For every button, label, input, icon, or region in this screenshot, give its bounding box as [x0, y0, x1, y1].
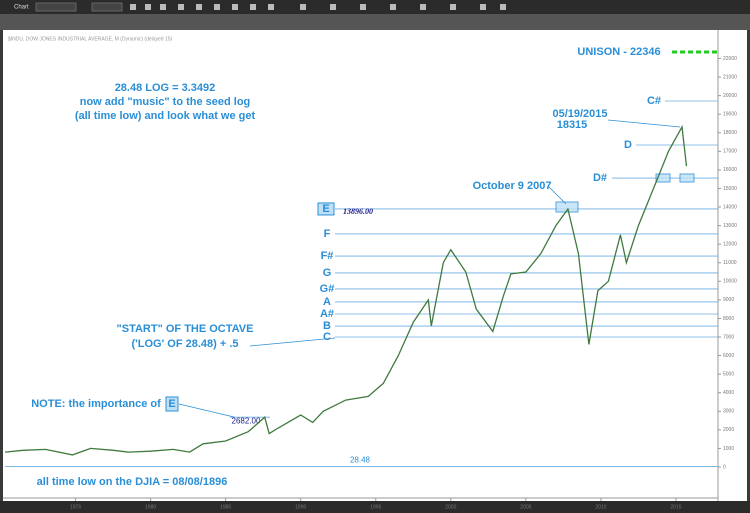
chart-header: $INDU, DOW JONES INDUSTRIAL AVERAGE, M (… — [8, 36, 173, 42]
y-tick-label: 10000 — [723, 279, 737, 285]
label-box — [317, 202, 335, 216]
x-tick-label: 1980 — [145, 504, 156, 510]
level-label: A# — [320, 308, 334, 320]
y-tick-label: 6000 — [723, 353, 734, 359]
plot-background — [3, 30, 747, 501]
annotation: 05/19/2015 — [552, 108, 607, 120]
annotation: E — [168, 398, 175, 410]
price-line — [4, 124, 688, 456]
x-tick-label: 2010 — [595, 504, 606, 510]
level-label: G# — [320, 283, 335, 295]
y-tick-label: 17000 — [723, 149, 737, 155]
toolbar-icons[interactable] — [130, 4, 506, 10]
level-label: C — [323, 331, 331, 343]
y-tick-label: 15000 — [723, 186, 737, 192]
y-tick-label: 22000 — [723, 56, 737, 62]
y-tick-label: 1000 — [723, 446, 734, 452]
interval-box[interactable] — [91, 2, 123, 12]
highlight — [555, 201, 579, 213]
annotation: 18315 — [557, 119, 588, 131]
y-tick-label: 7000 — [723, 334, 734, 340]
level-label: D# — [593, 172, 607, 184]
x-tick-label: 1995 — [370, 504, 381, 510]
y-tick-label: 19000 — [723, 112, 737, 118]
y-tick-label: 8000 — [723, 316, 734, 322]
y-tick-label: 9000 — [723, 297, 734, 303]
y-tick-label: 12000 — [723, 241, 737, 247]
y-tick-label: 16000 — [723, 167, 737, 173]
annotation: ('LOG' OF 28.48) + .5 — [131, 338, 238, 350]
annotation: all time low on the DJIA = 08/08/1896 — [37, 476, 228, 488]
annotation: 28.48 LOG = 3.3492 — [115, 82, 216, 94]
window-title: Chart — [14, 5, 29, 11]
level-label: F — [324, 228, 331, 240]
level-label: E — [322, 203, 329, 215]
y-tick-label: 4000 — [723, 390, 734, 396]
level-label: C# — [647, 95, 661, 107]
annotation: "START" OF THE OCTAVE — [117, 323, 254, 335]
level-label: G — [323, 267, 332, 279]
annotation: now add "music" to the seed log — [80, 96, 251, 108]
level-label: B — [323, 320, 331, 332]
x-tick-label: 2000 — [445, 504, 456, 510]
annotation: (all time low) and look what we get — [75, 110, 256, 122]
unison-label: UNISON - 22346 — [577, 46, 660, 58]
y-tick-label: 3000 — [723, 409, 734, 415]
level-label: F# — [321, 250, 334, 262]
pointer-line — [607, 119, 681, 128]
y-tick-label: 5000 — [723, 371, 734, 377]
status-bar — [0, 501, 750, 513]
y-tick-label: 18000 — [723, 130, 737, 136]
x-tick-label: 1975 — [70, 504, 81, 510]
y-tick-label: 14000 — [723, 204, 737, 210]
level-value-label: 2682.00 — [232, 416, 261, 425]
y-tick-label: 13000 — [723, 223, 737, 229]
annotation: NOTE: the importance of — [31, 398, 161, 410]
title-bar — [0, 14, 750, 30]
level-label: A — [323, 296, 331, 308]
x-tick-label: 2015 — [670, 504, 681, 510]
y-tick-label: 11000 — [723, 260, 737, 266]
level-value-label: 28.48 — [350, 456, 371, 465]
x-tick-label: 1985 — [220, 504, 231, 510]
annotation: October 9 2007 — [473, 180, 552, 192]
highlight — [679, 173, 695, 183]
x-tick-label: 1990 — [295, 504, 306, 510]
pointer-line — [547, 185, 567, 205]
pointer-line — [249, 337, 336, 347]
level-label: D — [624, 139, 632, 151]
x-tick-label: 2005 — [520, 504, 531, 510]
level-value-label: 13896.00 — [343, 207, 373, 216]
toolbar — [0, 0, 750, 14]
y-tick-label: 2000 — [723, 427, 734, 433]
label-box — [165, 396, 179, 412]
symbol-box[interactable] — [35, 2, 77, 12]
y-tick-label: 21000 — [723, 74, 737, 80]
y-tick-label: 20000 — [723, 93, 737, 99]
y-tick-label: 0 — [723, 464, 726, 470]
highlight — [655, 173, 671, 183]
pointer-line — [178, 403, 235, 418]
